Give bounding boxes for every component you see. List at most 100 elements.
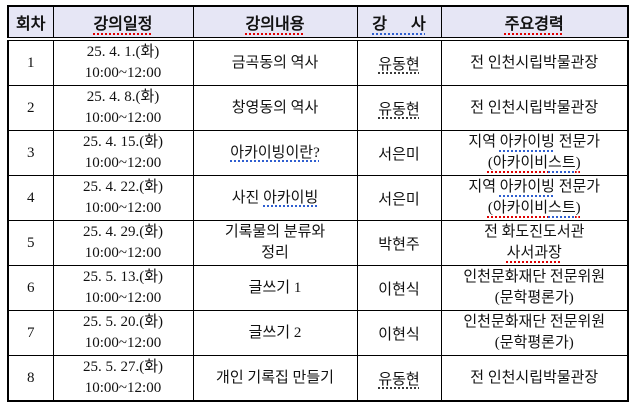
cell-text: 박현주 [378,236,420,253]
career-line: 전 인천시립박물관장 [442,368,627,389]
career-line: 전 인천시립박물관장 [442,98,627,119]
content-line: 사진 아카이빙 [194,188,356,209]
career-cell: 전 인천시립박물관장 [440,85,629,131]
cell-text: 글쓰기 1 [248,279,302,296]
cell-text: 전문가 [554,134,601,150]
career-line: 지역 아카이빙 전문가 [442,132,627,153]
date-line: 10:00~12:00 [84,380,162,396]
cell-text: (문학평론가) [494,335,574,351]
cell-text: 글쓰기 2 [248,324,302,341]
cell-text: 이현식 [378,281,420,298]
col-header-content: 강의내용 [192,5,358,41]
spellcheck-marked-text: 아카이빙 [263,189,319,206]
date-cell: 25. 4. 29.(화) 10:00~12:00 [52,220,194,266]
session-number: 1 [27,54,35,71]
session-number: 4 [27,189,35,206]
date-line: 10:00~12:00 [84,155,162,171]
cell-text: 지역 [468,134,500,150]
career-line: 사서과장 [442,243,627,264]
col-header-instructor: 강 사 [356,5,442,41]
session-cell: 2 [7,85,54,131]
date-line: 25. 4. 1.(화) [86,44,160,60]
session-number: 7 [27,324,35,341]
cell-text: 개인 기록집 만들기 [216,369,334,386]
session-number: 3 [27,144,35,161]
spellcheck-marked-text: 유동현 [378,56,420,73]
date-cell: 25. 5. 27.(화) 10:00~12:00 [52,355,194,402]
date-cell: 25. 4. 15.(화) 10:00~12:00 [52,130,194,176]
session-cell: 7 [7,310,54,356]
cell-text: 이현식 [378,326,420,343]
session-number: 6 [27,279,35,296]
cell-text: 서은미 [378,146,420,163]
content-cell: 창영동의 역사 [192,85,358,131]
col-header-label: 강 사 [372,16,426,33]
schedule-body: 1 25. 4. 1.(화) 10:00~12:00 금곡동의 역사 유동현 전 인천시립… [7,38,629,402]
cell-text: 금곡동의 역사 [231,54,319,71]
date-cell: 25. 5. 13.(화) 10:00~12:00 [52,265,194,311]
cell-text: 정리 [261,245,289,261]
career-line: 전 인천시립박물관장 [442,53,627,74]
date-line: 25. 4. 22.(화) [82,179,164,195]
table-row: 3 25. 4. 15.(화) 10:00~12:00 아카이빙이란? 서은미 지역 아카… [7,130,629,176]
cell-text: 사진 [231,189,264,206]
career-cell: 지역 아카이빙 전문가 (아카이비스트) [440,175,629,221]
date-line: 25. 4. 15.(화) [82,134,164,150]
session-cell: 3 [7,130,54,176]
date-line: 10:00~12:00 [84,200,162,216]
col-header-career: 주요경력 [440,5,629,41]
col-header-label: 회차 [16,16,46,33]
date-cell: 25. 4. 8.(화) 10:00~12:00 [52,85,194,131]
session-cell: 6 [7,265,54,311]
career-cell: 인천문화재단 전문위원 (문학평론가) [440,310,629,356]
document-page: 회차 강의일정 강의내용 강 사 주요경력 1 25. 4. 1.(화) 10:00… [0,5,630,402]
cell-text: 창영동의 역사 [231,99,319,116]
session-cell: 5 [7,220,54,266]
session-number: 8 [27,369,35,386]
content-line: 기록물의 분류와 [194,222,356,243]
date-line: 25. 4. 8.(화) [86,89,160,105]
header-row: 회차 강의일정 강의내용 강 사 주요경력 [7,5,629,41]
date-line: 10:00~12:00 [84,110,162,126]
instructor-cell: 이현식 [356,310,442,356]
career-line: (아카이비스트) [442,153,627,174]
spellcheck-marked-text: 아카이빙 [499,134,555,150]
table-row: 1 25. 4. 1.(화) 10:00~12:00 금곡동의 역사 유동현 전 인천시립… [7,38,629,86]
lecture-schedule-table: 회차 강의일정 강의내용 강 사 주요경력 1 25. 4. 1.(화) 10:00… [7,5,629,402]
cell-text: 전 인천시립박물관장 [470,369,599,386]
instructor-cell: 유동현 [356,38,442,86]
career-line: (문학평론가) [442,288,627,309]
content-line: 금곡동의 역사 [194,53,356,74]
cell-text: 기록물의 분류와 [224,224,326,240]
date-line: 10:00~12:00 [84,335,162,351]
date-cell: 25. 4. 1.(화) 10:00~12:00 [52,38,194,86]
career-line: 인천문화재단 전문위원 [442,267,627,288]
career-line: (아카이비스트) [442,198,627,219]
career-cell: 인천문화재단 전문위원 (문학평론가) [440,265,629,311]
spellcheck-marked-text: 스트 [548,200,576,216]
table-row: 2 25. 4. 8.(화) 10:00~12:00 창영동의 역사 유동현 전 인천시립… [7,85,629,131]
instructor-cell: 유동현 [356,85,442,131]
col-header-label: 강의일정 [93,16,153,33]
col-header-label: 강의내용 [245,16,305,33]
career-cell: 지역 아카이빙 전문가 (아카이비스트) [440,130,629,176]
date-line: 25. 4. 29.(화) [82,224,164,240]
cell-text: 전문가 [554,179,601,195]
date-line: 25. 5. 27.(화) [82,359,164,375]
career-line: (문학평론가) [442,333,627,354]
date-line: 25. 5. 20.(화) [82,314,164,330]
cell-text: 전 화도진도서관 [484,224,585,240]
spellcheck-marked-text: 유동현 [378,371,420,388]
content-cell: 글쓰기 2 [192,310,358,356]
instructor-cell: 박현주 [356,220,442,266]
spellcheck-marked-text: (아카이비 [487,200,549,216]
content-line: 아카이빙이란? [194,143,356,164]
career-cell: 전 인천시립박물관장 [440,38,629,86]
spellcheck-marked-text: 사서과장 [506,245,562,261]
cell-text: 전 인천시립박물관장 [470,99,599,116]
table-row: 7 25. 5. 20.(화) 10:00~12:00 글쓰기 2 이현식 인천문화재단 … [7,310,629,356]
spellcheck-marked-text: 스트 [548,155,576,171]
session-number: 5 [27,234,35,251]
cell-text: 전 인천시립박물관장 [470,54,599,71]
